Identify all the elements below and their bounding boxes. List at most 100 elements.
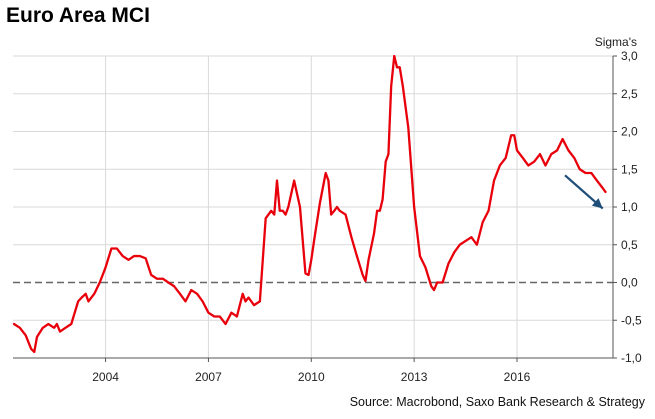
data-point bbox=[104, 266, 107, 269]
data-point bbox=[361, 274, 364, 276]
data-point bbox=[70, 323, 73, 325]
y-tick-label: 2,5 bbox=[621, 87, 638, 101]
data-point bbox=[356, 255, 358, 257]
data-point bbox=[201, 300, 204, 303]
data-point bbox=[573, 157, 576, 159]
data-point bbox=[247, 296, 250, 299]
data-point bbox=[47, 323, 50, 325]
y-tick-label: 1,5 bbox=[621, 162, 638, 176]
data-point bbox=[56, 323, 58, 325]
axes: -1,0 -0,5 0,0 0,5 1,0 1,5 2,0 2,5 3,0 2004 2007 201… bbox=[13, 49, 642, 384]
data-point bbox=[364, 280, 367, 282]
trend-arrow-head bbox=[591, 198, 603, 209]
data-point bbox=[481, 221, 484, 223]
data-point bbox=[384, 160, 387, 163]
data-point bbox=[36, 336, 38, 338]
data-point bbox=[590, 172, 593, 174]
data-point bbox=[121, 255, 124, 257]
data-point bbox=[241, 293, 244, 295]
x-tick-label: 2007 bbox=[195, 370, 222, 384]
y-tick-label: 1,0 bbox=[621, 200, 638, 214]
data-point bbox=[441, 281, 444, 284]
data-point bbox=[350, 236, 353, 238]
data-point bbox=[539, 153, 541, 155]
data-point bbox=[396, 66, 398, 69]
data-point bbox=[584, 172, 587, 174]
data-point bbox=[367, 259, 370, 261]
data-point bbox=[224, 323, 227, 325]
data-point bbox=[80, 296, 83, 299]
data-point bbox=[433, 289, 435, 291]
y-axis-unit-label: Sigma's bbox=[594, 35, 637, 49]
data-point bbox=[310, 259, 313, 261]
data-point bbox=[84, 293, 87, 295]
data-point bbox=[156, 277, 158, 280]
series-line bbox=[12, 54, 607, 354]
data-point bbox=[330, 213, 332, 216]
data-point bbox=[487, 209, 490, 212]
data-point bbox=[282, 209, 284, 212]
data-point bbox=[436, 281, 438, 284]
data-point bbox=[87, 300, 90, 303]
data-point bbox=[407, 126, 410, 129]
data-point bbox=[207, 311, 210, 314]
data-point bbox=[162, 277, 164, 280]
data-point bbox=[287, 206, 290, 208]
data-point bbox=[510, 134, 512, 137]
data-point bbox=[578, 168, 581, 171]
data-point bbox=[470, 236, 473, 238]
data-point bbox=[30, 348, 32, 350]
data-point bbox=[453, 251, 456, 254]
data-point bbox=[73, 311, 76, 314]
data-point bbox=[293, 179, 295, 182]
data-point bbox=[513, 134, 516, 137]
y-tick-label: -1,0 bbox=[621, 351, 642, 365]
y-tick-label: 0,0 bbox=[621, 276, 638, 290]
data-point bbox=[596, 179, 598, 182]
x-tick-label: 2010 bbox=[298, 370, 325, 384]
data-point bbox=[173, 285, 175, 288]
data-point bbox=[601, 187, 604, 189]
data-point bbox=[333, 209, 336, 212]
data-point bbox=[98, 281, 101, 284]
data-point bbox=[376, 209, 378, 212]
data-point bbox=[93, 293, 96, 295]
data-point bbox=[270, 209, 272, 212]
data-point bbox=[213, 315, 216, 318]
data-point bbox=[110, 247, 113, 250]
data-point bbox=[230, 311, 233, 314]
data-point bbox=[253, 304, 255, 306]
chart-title: Euro Area MCI bbox=[6, 4, 150, 27]
data-point bbox=[327, 179, 330, 182]
data-point bbox=[19, 327, 21, 329]
data-point bbox=[419, 255, 421, 257]
data-point bbox=[179, 293, 181, 295]
data-point bbox=[516, 149, 518, 152]
data-point bbox=[278, 209, 281, 212]
data-point bbox=[59, 330, 61, 333]
data-point bbox=[493, 179, 495, 182]
data-point bbox=[447, 262, 450, 265]
data-point bbox=[33, 351, 36, 353]
data-point bbox=[264, 217, 267, 220]
y-tick-label: 0,5 bbox=[621, 238, 638, 252]
data-point bbox=[336, 206, 338, 208]
data-point bbox=[144, 257, 147, 260]
data-point bbox=[304, 272, 307, 275]
x-tick-label: 2013 bbox=[401, 370, 428, 384]
data-point bbox=[273, 213, 276, 216]
data-point bbox=[567, 149, 570, 152]
data-point bbox=[319, 202, 321, 205]
data-point bbox=[504, 157, 507, 159]
y-tick-label: 3,0 bbox=[621, 49, 638, 63]
data-point bbox=[476, 243, 478, 246]
data-point bbox=[387, 153, 390, 155]
series-layer bbox=[12, 54, 607, 354]
gridlines bbox=[13, 55, 613, 359]
data-point bbox=[307, 274, 310, 276]
data-point bbox=[398, 66, 401, 69]
data-point bbox=[324, 172, 327, 174]
data-point bbox=[236, 315, 238, 318]
data-point bbox=[430, 285, 433, 288]
